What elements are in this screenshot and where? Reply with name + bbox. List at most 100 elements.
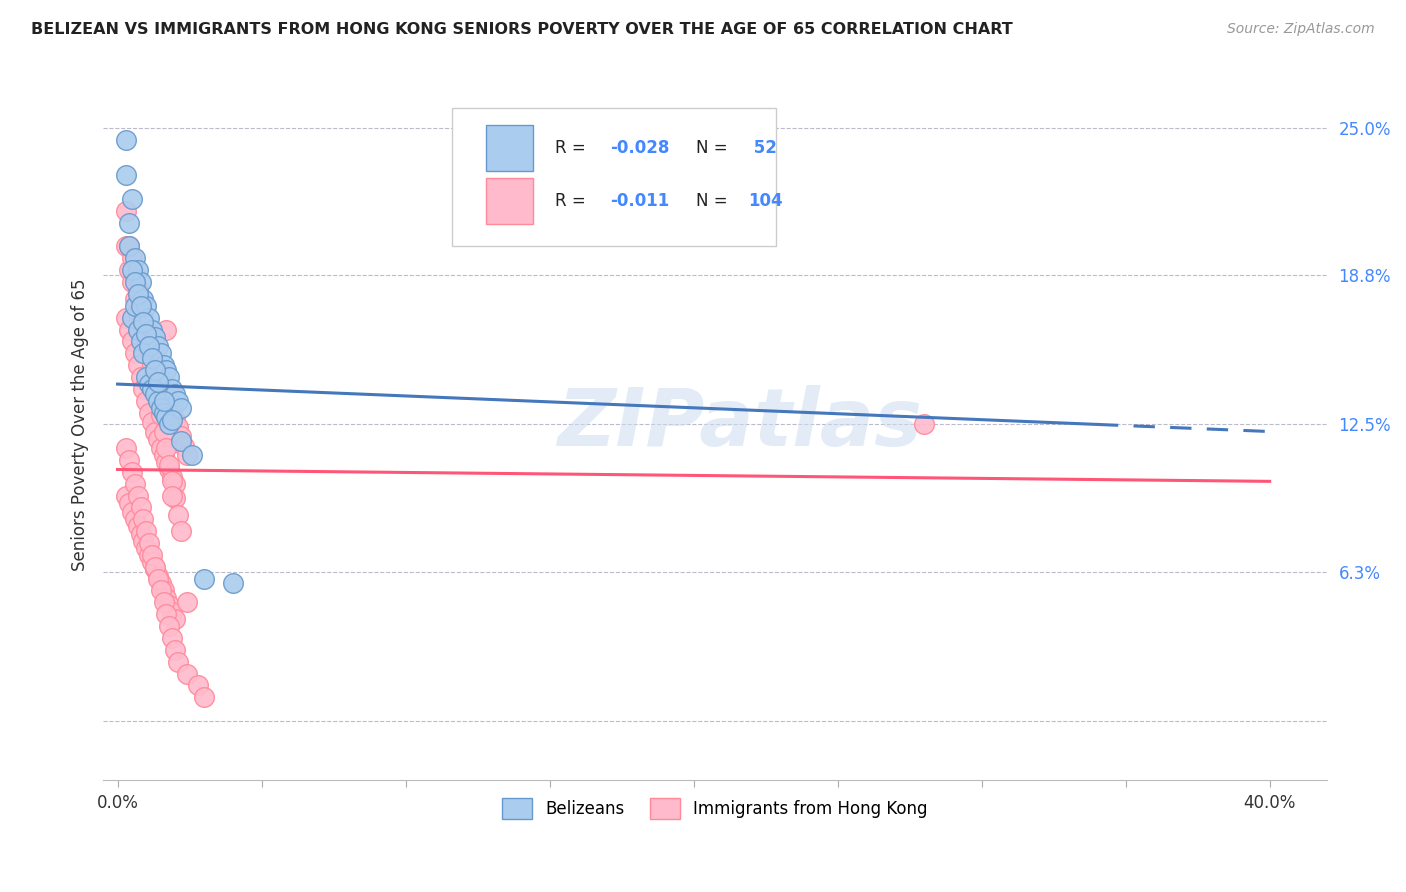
Point (121, 465, 143, 479)
Point (149, 576, 172, 591)
Point (121, 263, 143, 277)
Point (167, 655, 190, 669)
Text: ZIPatlas: ZIPatlas (557, 385, 922, 464)
Point (162, 631, 184, 645)
Point (135, 370, 157, 384)
Point (135, 299, 157, 313)
Point (135, 541, 157, 555)
Point (138, 339, 160, 353)
Point (165, 386, 187, 401)
Point (124, 268, 146, 282)
Point (121, 275, 143, 289)
Point (132, 512, 155, 526)
Point (187, 678, 209, 692)
Point (129, 299, 152, 313)
Point (146, 392, 169, 406)
Point (115, 441, 138, 455)
Point (132, 322, 155, 336)
Point (121, 334, 143, 349)
Point (143, 363, 166, 377)
Point (124, 275, 146, 289)
Point (162, 412, 184, 426)
Point (127, 282, 149, 296)
Point (141, 555, 163, 569)
Point (167, 393, 190, 408)
Point (146, 572, 169, 586)
Text: -0.011: -0.011 (610, 193, 669, 211)
Point (118, 496, 141, 510)
Text: BELIZEAN VS IMMIGRANTS FROM HONG KONG SENIORS POVERTY OVER THE AGE OF 65 CORRELA: BELIZEAN VS IMMIGRANTS FROM HONG KONG SE… (31, 22, 1012, 37)
Point (129, 296, 152, 310)
Point (138, 342, 160, 356)
Point (170, 524, 193, 538)
Point (124, 252, 146, 266)
Point (141, 415, 163, 429)
Point (165, 412, 187, 426)
Point (149, 408, 172, 422)
Point (222, 576, 245, 591)
Text: Source: ZipAtlas.com: Source: ZipAtlas.com (1227, 22, 1375, 37)
FancyBboxPatch shape (451, 108, 776, 246)
Point (135, 327, 157, 342)
Point (138, 342, 160, 356)
Point (155, 455, 177, 469)
Point (152, 425, 174, 439)
Point (143, 329, 166, 343)
Point (141, 351, 163, 365)
Text: 104: 104 (748, 193, 783, 211)
Point (129, 526, 152, 541)
Point (155, 410, 177, 425)
Point (152, 358, 174, 372)
Point (141, 382, 163, 396)
Point (129, 275, 152, 289)
Point (176, 595, 198, 609)
Y-axis label: Seniors Poverty Over the Age of 65: Seniors Poverty Over the Age of 65 (72, 278, 89, 571)
Point (115, 239, 138, 253)
Point (152, 448, 174, 462)
Point (170, 434, 193, 448)
Point (152, 382, 174, 396)
Point (162, 475, 184, 489)
Point (157, 598, 180, 612)
Point (165, 491, 187, 505)
Point (155, 322, 177, 336)
Point (141, 351, 163, 365)
Point (135, 327, 157, 342)
Point (115, 169, 138, 183)
Point (157, 417, 180, 432)
Point (165, 612, 187, 626)
Point (149, 346, 172, 360)
Point (162, 382, 184, 396)
Point (138, 405, 160, 419)
Point (143, 375, 166, 389)
Point (162, 405, 184, 419)
Point (135, 334, 157, 349)
Point (912, 417, 935, 432)
Point (167, 508, 190, 522)
Point (132, 533, 155, 548)
Point (152, 583, 174, 598)
FancyBboxPatch shape (486, 178, 533, 225)
Point (132, 315, 155, 329)
Point (118, 239, 141, 253)
Point (149, 441, 172, 455)
Point (135, 393, 157, 408)
Point (127, 519, 149, 533)
Point (170, 429, 193, 443)
Point (155, 607, 177, 622)
Text: R =: R = (555, 138, 591, 157)
Point (162, 605, 184, 619)
Point (152, 393, 174, 408)
Point (173, 439, 195, 453)
Point (124, 512, 146, 526)
Point (129, 315, 152, 329)
Point (141, 548, 163, 562)
Point (152, 405, 174, 419)
Point (176, 448, 198, 462)
Point (155, 389, 177, 403)
Point (132, 292, 155, 306)
Point (141, 322, 163, 336)
Point (155, 591, 177, 605)
Point (155, 441, 177, 455)
Point (157, 619, 180, 633)
